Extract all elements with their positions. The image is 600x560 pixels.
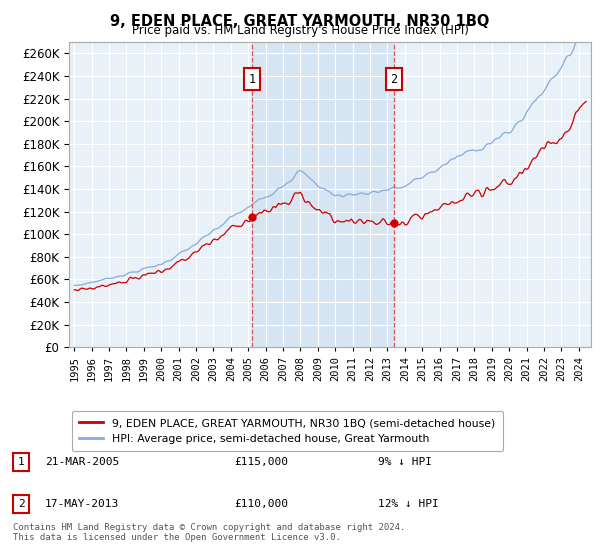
Text: 2: 2 — [391, 73, 398, 86]
Text: 9, EDEN PLACE, GREAT YARMOUTH, NR30 1BQ: 9, EDEN PLACE, GREAT YARMOUTH, NR30 1BQ — [110, 14, 490, 29]
Text: 9% ↓ HPI: 9% ↓ HPI — [378, 457, 432, 467]
Text: Price paid vs. HM Land Registry's House Price Index (HPI): Price paid vs. HM Land Registry's House … — [131, 24, 469, 37]
Legend: 9, EDEN PLACE, GREAT YARMOUTH, NR30 1BQ (semi-detached house), HPI: Average pric: 9, EDEN PLACE, GREAT YARMOUTH, NR30 1BQ … — [72, 410, 503, 451]
Text: 1: 1 — [17, 457, 25, 467]
Text: 12% ↓ HPI: 12% ↓ HPI — [378, 499, 439, 509]
Text: 17-MAY-2013: 17-MAY-2013 — [45, 499, 119, 509]
Text: Contains HM Land Registry data © Crown copyright and database right 2024.
This d: Contains HM Land Registry data © Crown c… — [13, 522, 406, 542]
Text: 21-MAR-2005: 21-MAR-2005 — [45, 457, 119, 467]
Text: 2: 2 — [17, 499, 25, 509]
Bar — [252, 42, 394, 347]
Text: £110,000: £110,000 — [234, 499, 288, 509]
Text: £115,000: £115,000 — [234, 457, 288, 467]
Text: 1: 1 — [248, 73, 256, 86]
